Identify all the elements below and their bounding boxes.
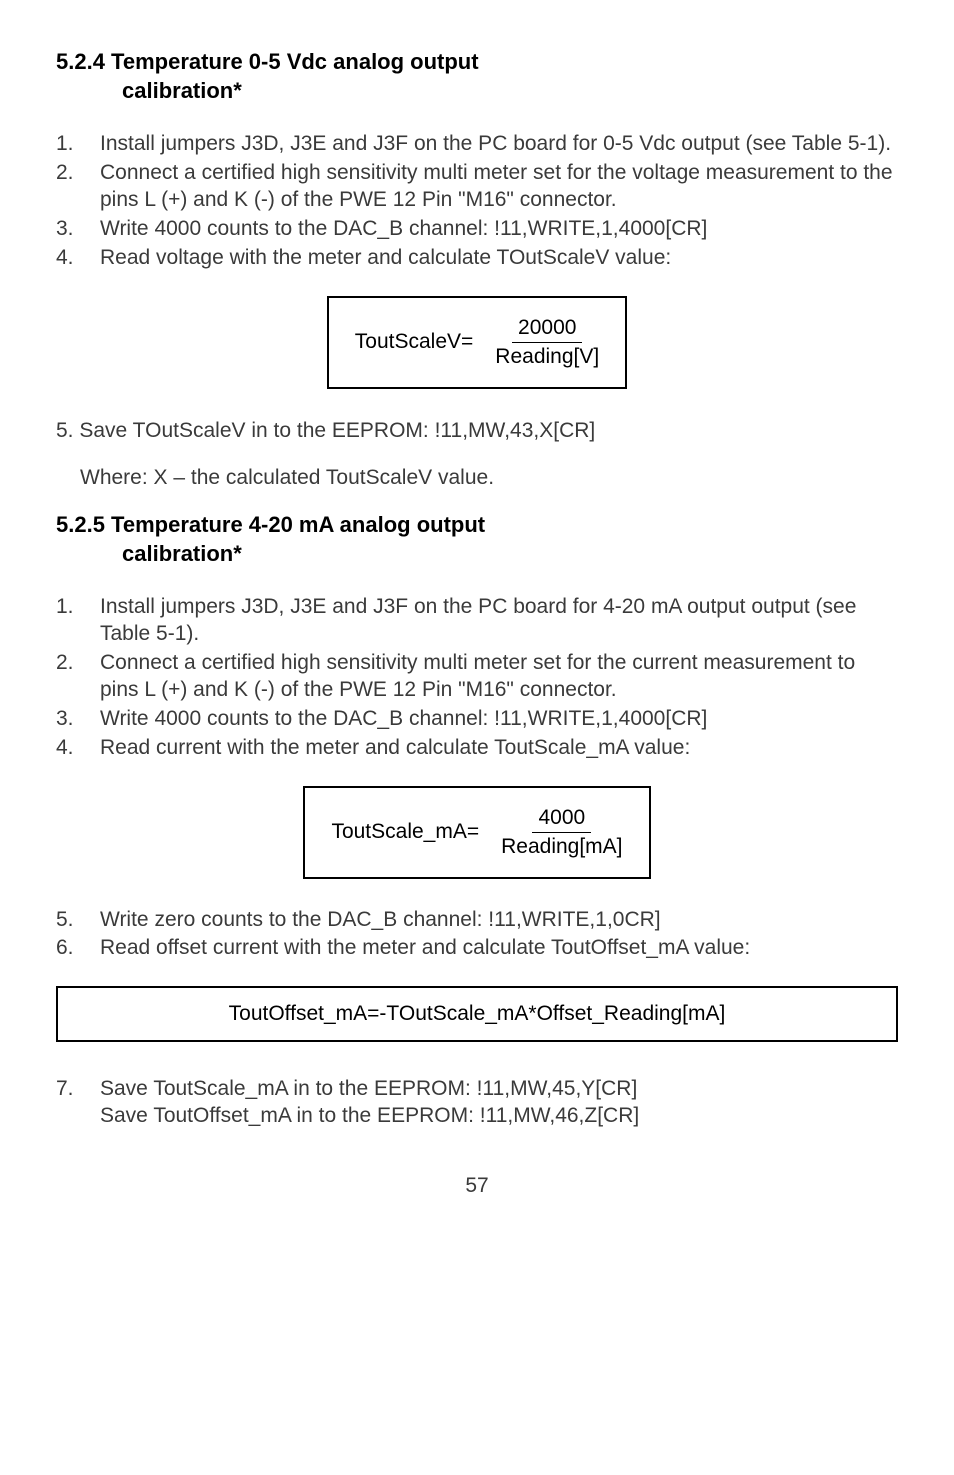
steps-525c: 7. Save ToutScale_mA in to the EEPROM: !…	[56, 1076, 898, 1130]
formula-fraction: 20000 Reading[V]	[495, 316, 599, 369]
formula-fraction: 4000 Reading[mA]	[501, 806, 622, 859]
list-item: 3. Write 4000 counts to the DAC_B channe…	[56, 216, 898, 243]
step-text: Install jumpers J3D, J3E and J3F on the …	[100, 131, 898, 158]
wide-formula: ToutOffset_mA=-TOutScale_mA*Offset_Readi…	[56, 986, 898, 1042]
list-item: 4. Read voltage with the meter and calcu…	[56, 245, 898, 272]
step-number: 4.	[56, 735, 100, 762]
step-number: 1.	[56, 594, 100, 648]
step-text: Install jumpers J3D, J3E and J3F on the …	[100, 594, 898, 648]
formula-denominator: Reading[mA]	[501, 833, 622, 859]
step-text: Read offset current with the meter and c…	[100, 935, 898, 962]
steps-525: 1. Install jumpers J3D, J3E and J3F on t…	[56, 594, 898, 761]
list-item: 6. Read offset current with the meter an…	[56, 935, 898, 962]
step-text: Read voltage with the meter and calculat…	[100, 245, 898, 272]
step-text: Write zero counts to the DAC_B channel: …	[100, 907, 898, 934]
where-524: Where: X – the calculated ToutScaleV val…	[56, 464, 898, 491]
steps-525b: 5. Write zero counts to the DAC_B channe…	[56, 907, 898, 963]
heading-524-line1: 5.2.4 Temperature 0-5 Vdc analog output	[56, 49, 479, 74]
heading-525: 5.2.5 Temperature 4-20 mA analog output …	[56, 511, 898, 568]
heading-525-line2: calibration*	[56, 540, 898, 569]
list-item: 2. Connect a certified high sensitivity …	[56, 650, 898, 704]
page-number: 57	[56, 1174, 898, 1198]
formula-numerator: 4000	[532, 806, 591, 833]
heading-525-line1: 5.2.5 Temperature 4-20 mA analog output	[56, 512, 485, 537]
step5-524: 5. Save TOutScaleV in to the EEPROM: !11…	[56, 417, 898, 444]
formula-lhs: ToutScaleV=	[355, 330, 474, 354]
step-number: 2.	[56, 160, 100, 214]
step-number: 6.	[56, 935, 100, 962]
formula-numerator: 20000	[512, 316, 582, 343]
step-text: Save ToutScale_mA in to the EEPROM: !11,…	[100, 1076, 898, 1130]
list-item: 2. Connect a certified high sensitivity …	[56, 160, 898, 214]
heading-524-line2: calibration*	[56, 77, 898, 106]
list-item: 4. Read current with the meter and calcu…	[56, 735, 898, 762]
list-item: 3. Write 4000 counts to the DAC_B channe…	[56, 706, 898, 733]
heading-524: 5.2.4 Temperature 0-5 Vdc analog output …	[56, 48, 898, 105]
formula-524-wrap: ToutScaleV= 20000 Reading[V]	[56, 296, 898, 389]
formula-denominator: Reading[V]	[495, 343, 599, 369]
step-text: Connect a certified high sensitivity mul…	[100, 650, 898, 704]
step-number: 1.	[56, 131, 100, 158]
step-number: 3.	[56, 216, 100, 243]
formula-525: ToutScale_mA= 4000 Reading[mA]	[303, 786, 650, 879]
step-number: 2.	[56, 650, 100, 704]
step-number: 5.	[56, 907, 100, 934]
steps-524: 1. Install jumpers J3D, J3E and J3F on t…	[56, 131, 898, 271]
step-number: 7.	[56, 1076, 100, 1130]
step-text: Read current with the meter and calculat…	[100, 735, 898, 762]
list-item: 5. Write zero counts to the DAC_B channe…	[56, 907, 898, 934]
step7-line2: Save ToutOffset_mA in to the EEPROM: !11…	[100, 1104, 639, 1127]
list-item: 7. Save ToutScale_mA in to the EEPROM: !…	[56, 1076, 898, 1130]
step-text: Write 4000 counts to the DAC_B channel: …	[100, 706, 898, 733]
formula-524: ToutScaleV= 20000 Reading[V]	[327, 296, 627, 389]
list-item: 1. Install jumpers J3D, J3E and J3F on t…	[56, 594, 898, 648]
step7-line1: Save ToutScale_mA in to the EEPROM: !11,…	[100, 1077, 637, 1100]
step-number: 3.	[56, 706, 100, 733]
step-number: 4.	[56, 245, 100, 272]
step-text: Connect a certified high sensitivity mul…	[100, 160, 898, 214]
formula-lhs: ToutScale_mA=	[331, 820, 479, 844]
formula-525-wrap: ToutScale_mA= 4000 Reading[mA]	[56, 786, 898, 879]
step-text: Write 4000 counts to the DAC_B channel: …	[100, 216, 898, 243]
wide-formula-wrap: ToutOffset_mA=-TOutScale_mA*Offset_Readi…	[56, 986, 898, 1042]
list-item: 1. Install jumpers J3D, J3E and J3F on t…	[56, 131, 898, 158]
